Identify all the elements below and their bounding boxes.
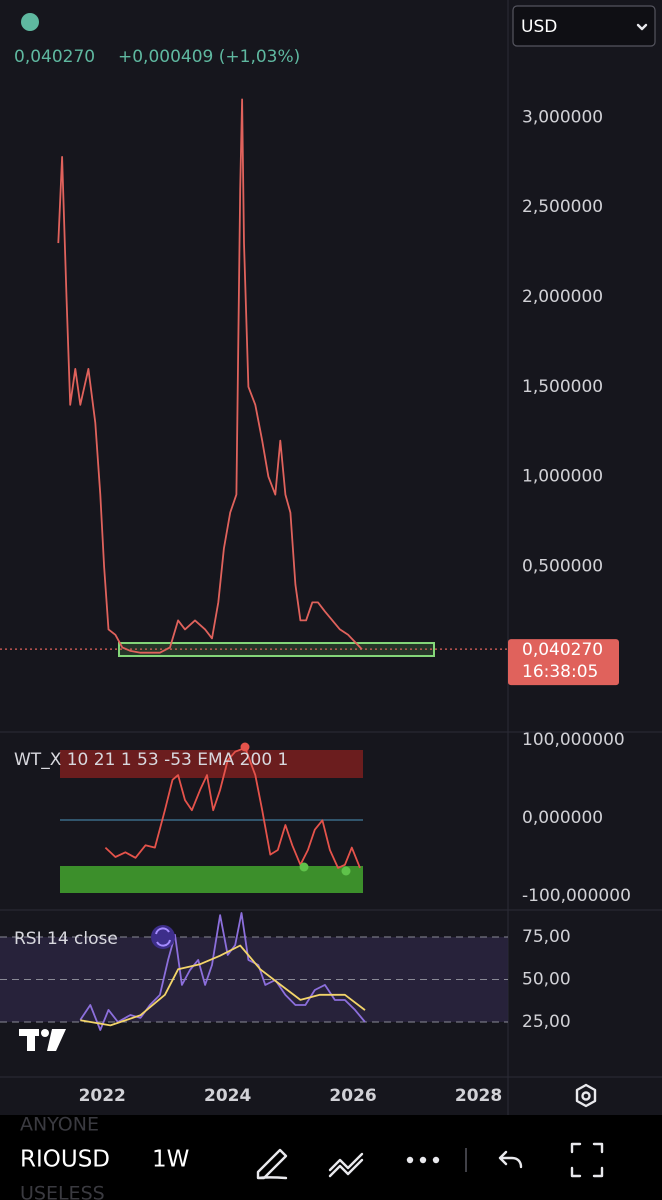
y-tick-label: 1,000000 xyxy=(522,467,603,487)
currency-select[interactable]: USD xyxy=(512,5,656,47)
overlay-text: USELESS xyxy=(20,1183,105,1200)
y-tick-label: 100,000000 xyxy=(522,730,625,750)
overbought-band xyxy=(60,750,363,778)
currency[interactable]: USD xyxy=(521,17,557,37)
last-price: 0,040270 xyxy=(14,47,95,67)
price-tag-value: 0,040270 xyxy=(522,640,603,660)
symbol[interactable]: RIOUSD xyxy=(20,1147,110,1173)
settings-button[interactable] xyxy=(575,1083,597,1108)
undo[interactable] xyxy=(498,1150,523,1169)
fullscreen[interactable] xyxy=(570,1142,604,1178)
interval[interactable]: 1W xyxy=(152,1147,189,1173)
settings-icon[interactable] xyxy=(575,1083,597,1108)
status-dot xyxy=(21,13,39,31)
x-tick-label: 2026 xyxy=(329,1086,376,1106)
logo xyxy=(19,1029,66,1051)
data-line xyxy=(80,944,366,1027)
dot[interactable] xyxy=(406,1156,414,1164)
toolbar xyxy=(0,1115,662,1200)
data-line xyxy=(104,746,361,869)
y-tick-label: 0,500000 xyxy=(522,557,603,577)
overlay-text: ANYONE xyxy=(20,1114,99,1136)
dot[interactable] xyxy=(419,1156,427,1164)
signal-dot xyxy=(341,866,351,876)
chevron xyxy=(636,23,648,31)
price-change: +0,000409 (+1,03%) xyxy=(118,47,300,67)
x-tick-label: 2022 xyxy=(79,1086,126,1106)
trend-tool[interactable] xyxy=(328,1152,364,1178)
data-line xyxy=(79,912,366,1031)
indicator-icon xyxy=(155,927,171,947)
price-tag-countdown: 16:38:05 xyxy=(522,662,598,682)
x-tick-label: 2024 xyxy=(204,1086,251,1106)
price-tag xyxy=(508,639,619,686)
logo-part xyxy=(47,1029,66,1051)
more-button[interactable] xyxy=(406,1156,440,1164)
y-tick-label: 2,000000 xyxy=(522,287,603,307)
signal-dot xyxy=(299,862,309,872)
y-tick-label: 50,00 xyxy=(522,969,571,989)
settings-icon[interactable] xyxy=(581,1091,591,1101)
y-tick-label: 1,500000 xyxy=(522,377,603,397)
y-tick-label: 3,000000 xyxy=(522,107,603,127)
y-tick-label: 0,000000 xyxy=(522,808,603,828)
logo-part xyxy=(41,1029,49,1037)
select-box[interactable] xyxy=(512,5,656,47)
signal-dot xyxy=(240,742,250,752)
draw-tool[interactable] xyxy=(256,1148,288,1180)
data-line xyxy=(57,98,363,654)
logo-part xyxy=(27,1029,35,1051)
y-tick-label: 25,00 xyxy=(522,1012,571,1032)
x-tick-label: 2028 xyxy=(455,1086,502,1106)
y-tick-label: 75,00 xyxy=(522,927,571,947)
indicator-title: RSI 14 close xyxy=(14,929,118,949)
y-tick-label: -100,000000 xyxy=(522,886,631,906)
indicator-title: WT_X 10 21 1 53 -53 EMA 200 1 xyxy=(14,750,288,770)
oversold-band xyxy=(60,866,363,893)
y-tick-label: 2,500000 xyxy=(522,197,603,217)
dot[interactable] xyxy=(432,1156,440,1164)
